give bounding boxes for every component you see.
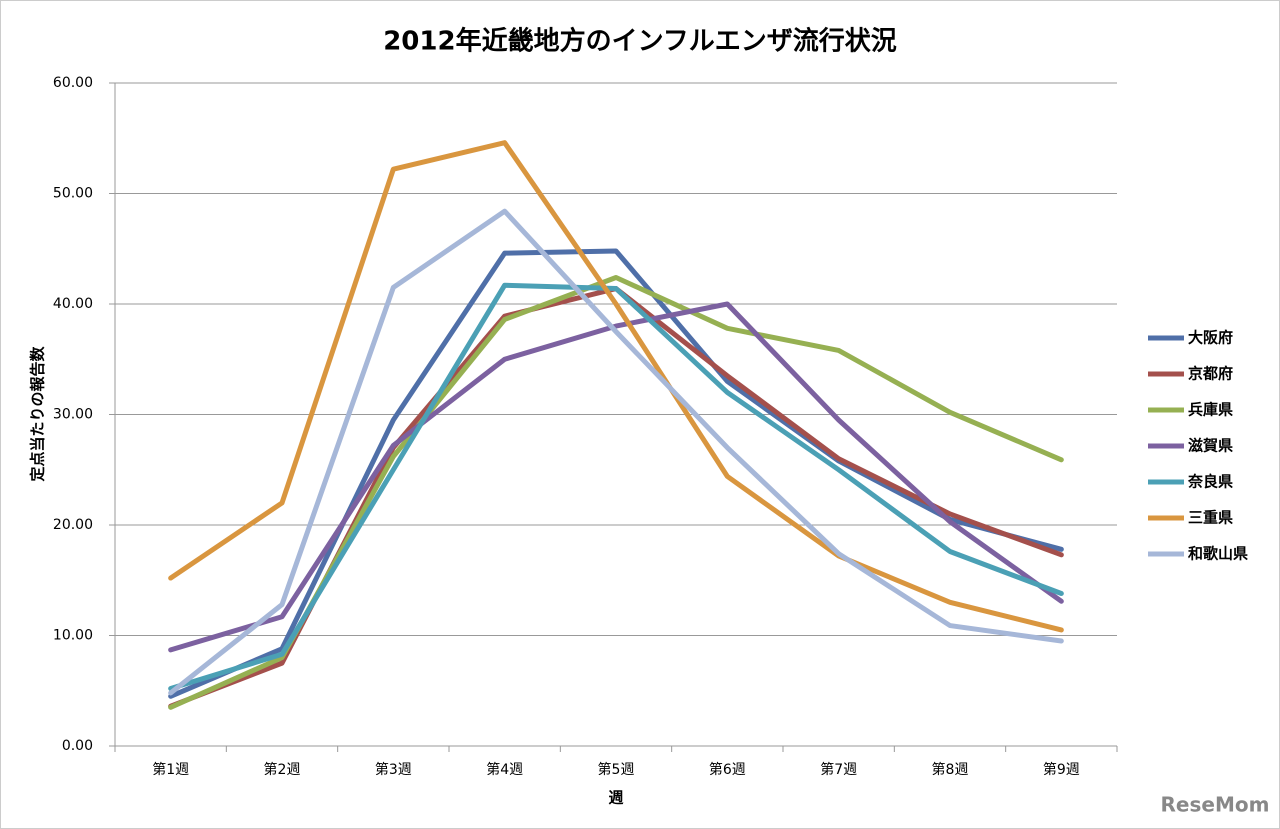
x-tick-label: 第8週 bbox=[932, 761, 969, 778]
line-series bbox=[168, 208, 1064, 696]
legend-label: 奈良県 bbox=[1187, 473, 1233, 491]
watermark: ReseMom bbox=[1161, 793, 1270, 817]
y-tick-label: 60.00 bbox=[53, 75, 93, 91]
line-series bbox=[168, 282, 1064, 692]
x-tick-label: 第6週 bbox=[709, 761, 746, 778]
x-tick-label: 第2週 bbox=[264, 761, 301, 778]
y-tick-label: 50.00 bbox=[53, 186, 93, 202]
legend-label: 兵庫県 bbox=[1188, 401, 1233, 419]
x-tick-label: 第9週 bbox=[1043, 761, 1080, 778]
y-tick-label: 40.00 bbox=[53, 296, 93, 312]
y-axis-title: 定点当たりの報告数 bbox=[29, 346, 47, 482]
x-tick-label: 第3週 bbox=[375, 761, 412, 778]
legend-label: 大阪府 bbox=[1188, 329, 1233, 347]
legend-label: 滋賀県 bbox=[1188, 437, 1233, 455]
legend-label: 三重県 bbox=[1188, 509, 1233, 527]
x-tick-label: 第5週 bbox=[598, 761, 635, 778]
x-tick-label: 第4週 bbox=[486, 761, 523, 778]
line-series bbox=[168, 140, 1064, 633]
chart-title: 2012年近畿地方のインフルエンザ流行状況 bbox=[383, 26, 897, 57]
y-tick-label: 30.00 bbox=[53, 407, 93, 423]
line-series bbox=[168, 301, 1064, 653]
legend-label: 和歌山県 bbox=[1188, 545, 1248, 563]
y-tick-label: 0.00 bbox=[62, 738, 93, 754]
line-series bbox=[168, 248, 1064, 699]
y-tick-label: 20.00 bbox=[53, 517, 93, 533]
x-tick-label: 第7週 bbox=[820, 761, 857, 778]
y-tick-label: 10.00 bbox=[53, 628, 93, 644]
x-tick-label: 第1週 bbox=[152, 761, 189, 778]
x-axis-title: 週 bbox=[608, 789, 623, 807]
legend-label: 京都府 bbox=[1188, 365, 1233, 383]
